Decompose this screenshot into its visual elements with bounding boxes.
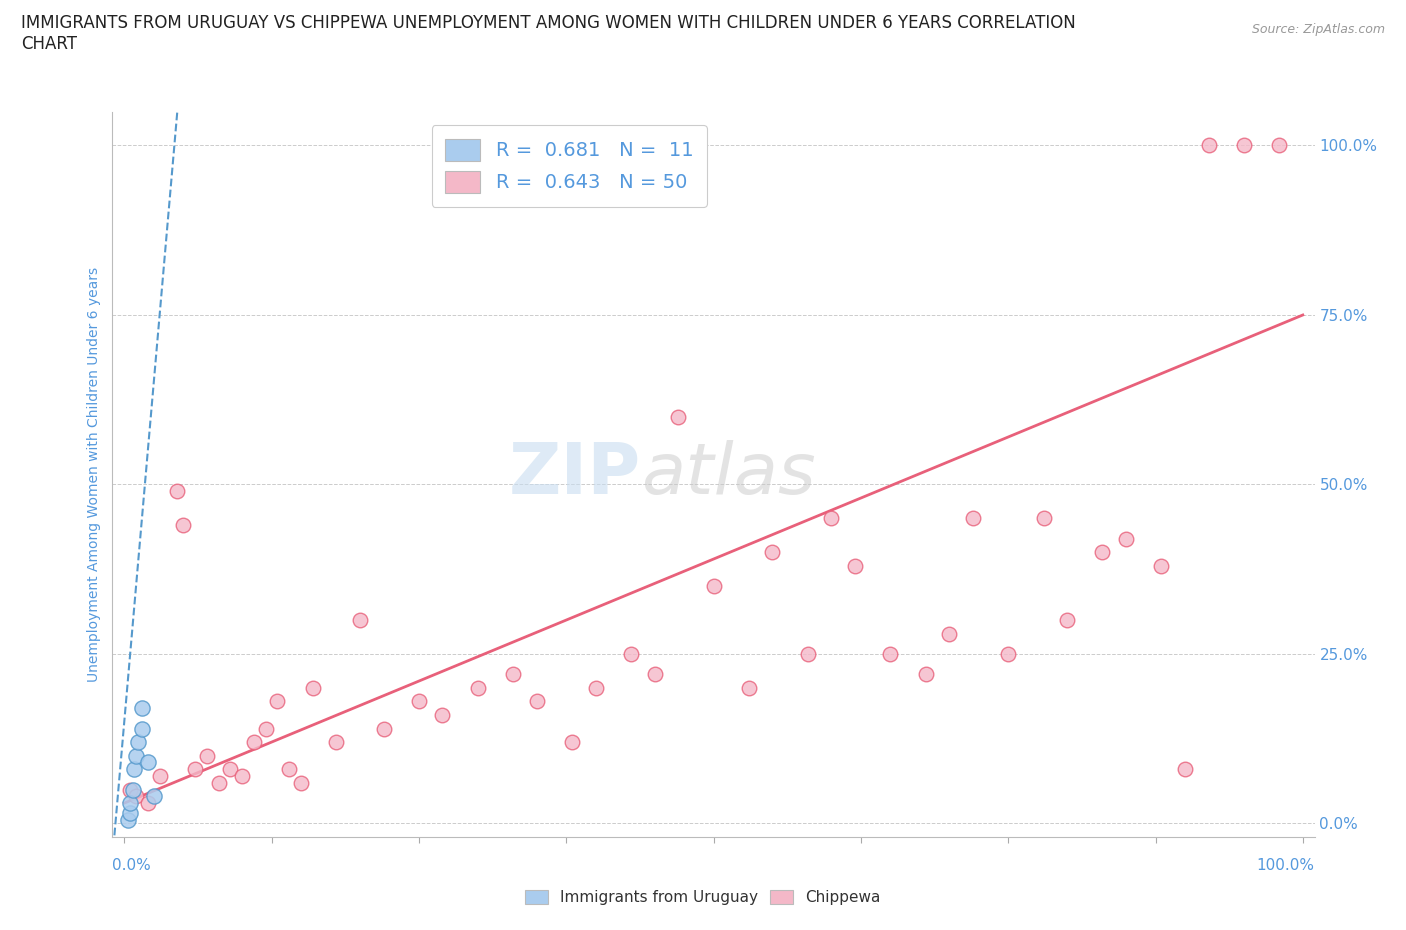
Point xyxy=(127,735,149,750)
Point xyxy=(349,613,371,628)
Point xyxy=(620,646,643,661)
Point xyxy=(166,484,188,498)
Point xyxy=(761,545,783,560)
Point xyxy=(408,694,430,709)
Point xyxy=(243,735,266,750)
Point xyxy=(149,768,172,783)
Point xyxy=(432,708,454,723)
Point xyxy=(120,796,142,811)
Legend: Immigrants from Uruguay, Chippewa: Immigrants from Uruguay, Chippewa xyxy=(519,884,887,911)
Point xyxy=(125,749,148,764)
Point xyxy=(266,694,288,709)
Point xyxy=(219,762,242,777)
Point xyxy=(195,749,218,764)
Point xyxy=(738,681,761,696)
Text: atlas: atlas xyxy=(641,440,815,509)
Point xyxy=(373,721,395,736)
Point xyxy=(131,721,153,736)
Point xyxy=(997,646,1019,661)
Text: 100.0%: 100.0% xyxy=(1257,857,1315,872)
Point xyxy=(184,762,207,777)
Point xyxy=(172,518,194,533)
Point xyxy=(231,768,253,783)
Point xyxy=(1115,531,1137,546)
Text: ZIP: ZIP xyxy=(509,440,641,509)
Point xyxy=(797,646,820,661)
Point xyxy=(131,700,153,715)
Point xyxy=(585,681,607,696)
Point xyxy=(142,789,165,804)
Point xyxy=(502,667,524,682)
Point xyxy=(117,813,139,828)
Point xyxy=(914,667,936,682)
Point xyxy=(136,755,159,770)
Point xyxy=(1233,138,1256,153)
Point xyxy=(702,578,725,593)
Point xyxy=(1150,558,1173,573)
Text: CHART: CHART xyxy=(21,35,77,53)
Point xyxy=(122,762,145,777)
Point xyxy=(120,782,142,797)
Point xyxy=(254,721,277,736)
Point xyxy=(1032,511,1054,525)
Point xyxy=(136,796,159,811)
Point xyxy=(962,511,984,525)
Point xyxy=(207,776,229,790)
Point xyxy=(1174,762,1197,777)
Point xyxy=(820,511,842,525)
Point xyxy=(467,681,489,696)
Point xyxy=(561,735,583,750)
Point xyxy=(278,762,301,777)
Point xyxy=(879,646,901,661)
Point xyxy=(666,409,689,424)
Legend: R =  0.681   N =  11, R =  0.643   N = 50: R = 0.681 N = 11, R = 0.643 N = 50 xyxy=(432,125,707,206)
Point xyxy=(290,776,312,790)
Point xyxy=(301,681,323,696)
Text: Source: ZipAtlas.com: Source: ZipAtlas.com xyxy=(1251,23,1385,36)
Point xyxy=(125,789,148,804)
Point xyxy=(325,735,347,750)
Point xyxy=(1056,613,1078,628)
Point xyxy=(526,694,548,709)
Point xyxy=(938,626,960,641)
Point xyxy=(1268,138,1291,153)
Point xyxy=(1091,545,1114,560)
Point xyxy=(120,805,142,820)
Y-axis label: Unemployment Among Women with Children Under 6 years: Unemployment Among Women with Children U… xyxy=(87,267,101,682)
Text: 0.0%: 0.0% xyxy=(112,857,152,872)
Point xyxy=(644,667,666,682)
Point xyxy=(1198,138,1220,153)
Text: IMMIGRANTS FROM URUGUAY VS CHIPPEWA UNEMPLOYMENT AMONG WOMEN WITH CHILDREN UNDER: IMMIGRANTS FROM URUGUAY VS CHIPPEWA UNEM… xyxy=(21,14,1076,32)
Point xyxy=(121,782,143,797)
Point xyxy=(844,558,866,573)
